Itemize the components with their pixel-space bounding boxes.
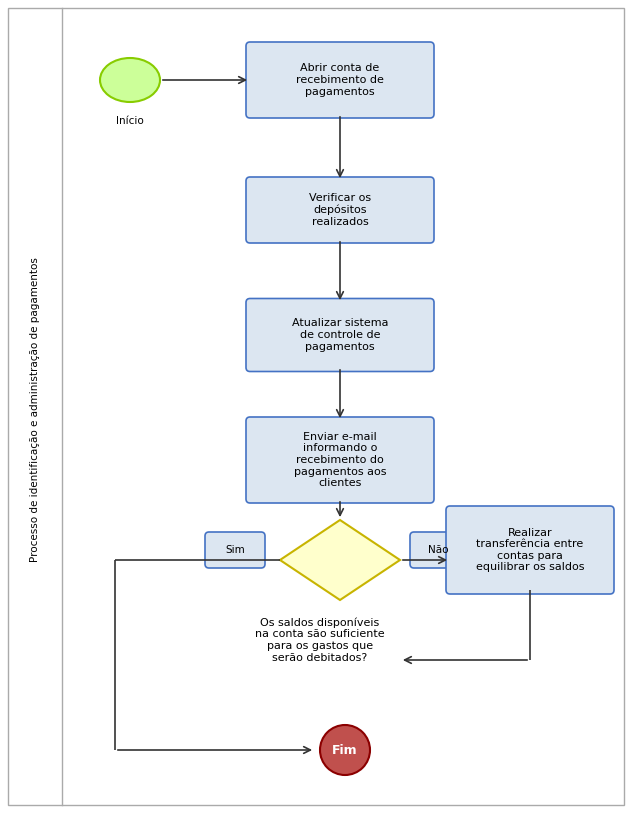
FancyBboxPatch shape bbox=[246, 298, 434, 372]
FancyBboxPatch shape bbox=[446, 506, 614, 594]
FancyBboxPatch shape bbox=[205, 532, 265, 568]
Text: Processo de identificação e administração de pagamentos: Processo de identificação e administraçã… bbox=[30, 258, 40, 563]
FancyBboxPatch shape bbox=[246, 177, 434, 243]
Text: Não: Não bbox=[428, 545, 448, 555]
Ellipse shape bbox=[320, 725, 370, 775]
Text: Realizar
transferência entre
contas para
equilibrar os saldos: Realizar transferência entre contas para… bbox=[476, 528, 584, 572]
Text: Fim: Fim bbox=[332, 744, 358, 757]
Text: Os saldos disponíveis
na conta são suficiente
para os gastos que
serão debitados: Os saldos disponíveis na conta são sufic… bbox=[255, 617, 385, 663]
Text: Abrir conta de
recebimento de
pagamentos: Abrir conta de recebimento de pagamentos bbox=[296, 63, 384, 97]
Text: Início: Início bbox=[116, 116, 144, 126]
FancyBboxPatch shape bbox=[246, 417, 434, 503]
Text: Sim: Sim bbox=[225, 545, 245, 555]
FancyBboxPatch shape bbox=[410, 532, 466, 568]
FancyBboxPatch shape bbox=[246, 42, 434, 118]
Text: Verificar os
depósitos
realizados: Verificar os depósitos realizados bbox=[309, 193, 371, 227]
Text: Atualizar sistema
de controle de
pagamentos: Atualizar sistema de controle de pagamen… bbox=[292, 319, 388, 351]
Polygon shape bbox=[280, 520, 400, 600]
FancyBboxPatch shape bbox=[8, 8, 624, 805]
Text: Enviar e-mail
informando o
recebimento do
pagamentos aos
clientes: Enviar e-mail informando o recebimento d… bbox=[294, 432, 386, 488]
Ellipse shape bbox=[100, 58, 160, 102]
